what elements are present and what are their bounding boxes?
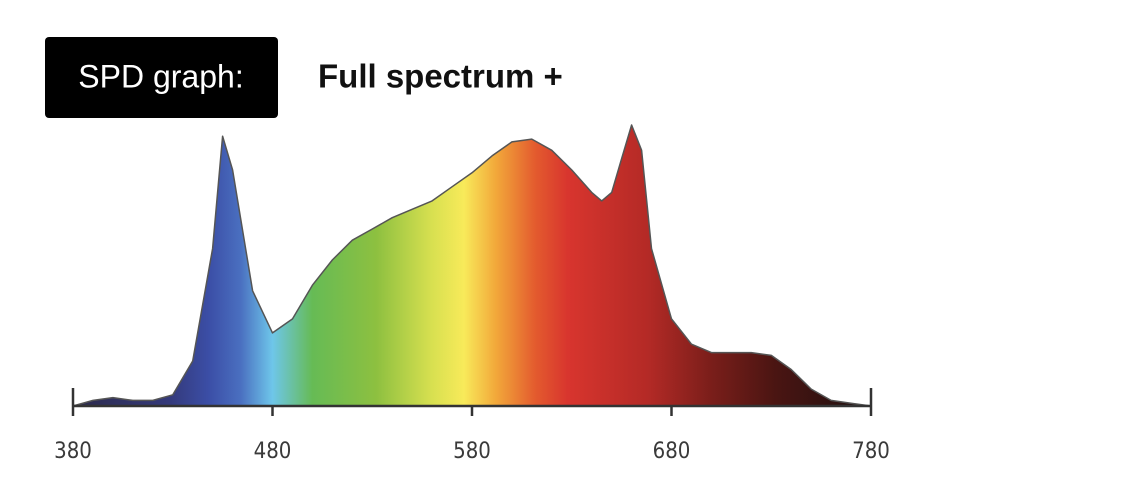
plot: 380 480 580 680 780 — [54, 124, 890, 464]
x-tick-label: 380 — [54, 439, 92, 464]
label-box — [45, 37, 278, 118]
spectrum-area — [72, 124, 872, 407]
label: SPD graph: — [78, 58, 243, 94]
chart-title: Full spectrum + — [318, 58, 563, 95]
x-tick-label: 780 — [852, 439, 890, 464]
x-tick-label: 580 — [453, 439, 491, 464]
x-tick-label: 680 — [653, 439, 691, 464]
x-tick-label: 480 — [254, 439, 292, 464]
